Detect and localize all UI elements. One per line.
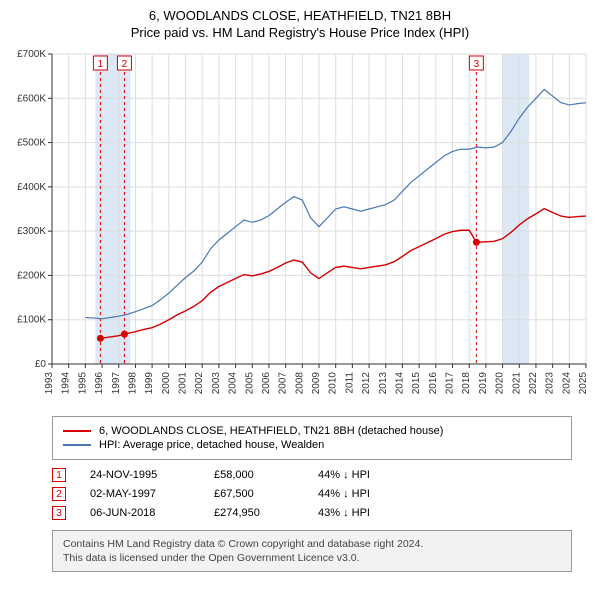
svg-text:£100K: £100K bbox=[17, 315, 46, 326]
svg-text:2015: 2015 bbox=[411, 372, 422, 395]
svg-text:2007: 2007 bbox=[278, 372, 289, 395]
svg-text:1993: 1993 bbox=[44, 372, 55, 395]
event-row: 3 06-JUN-2018 £274,950 43% ↓ HPI bbox=[52, 506, 572, 520]
event-diff: 43% ↓ HPI bbox=[318, 507, 370, 519]
svg-text:2004: 2004 bbox=[228, 372, 239, 395]
legend-swatch bbox=[63, 430, 91, 432]
svg-text:2010: 2010 bbox=[328, 372, 339, 395]
legend-label: HPI: Average price, detached house, Weal… bbox=[99, 439, 324, 451]
event-price: £58,000 bbox=[214, 469, 294, 481]
svg-text:2002: 2002 bbox=[194, 372, 205, 395]
svg-text:1999: 1999 bbox=[144, 372, 155, 395]
event-diff: 44% ↓ HPI bbox=[318, 469, 370, 481]
svg-text:2008: 2008 bbox=[294, 372, 305, 395]
svg-text:2023: 2023 bbox=[545, 372, 556, 395]
svg-text:2011: 2011 bbox=[344, 372, 355, 394]
svg-text:2020: 2020 bbox=[495, 372, 506, 395]
svg-text:3: 3 bbox=[474, 59, 480, 70]
svg-text:2025: 2025 bbox=[578, 372, 589, 395]
svg-text:2012: 2012 bbox=[361, 372, 372, 395]
svg-text:1997: 1997 bbox=[111, 372, 122, 395]
svg-text:1: 1 bbox=[98, 59, 104, 70]
footer-line-2: This data is licensed under the Open Gov… bbox=[63, 551, 561, 565]
svg-text:2005: 2005 bbox=[244, 372, 255, 395]
chart-area: £0 £100K £200K £300K £400K £500K £600K £700K 199… bbox=[10, 48, 590, 408]
svg-text:£700K: £700K bbox=[17, 49, 46, 60]
svg-text:2016: 2016 bbox=[428, 372, 439, 395]
chart-svg: £0 £100K £200K £300K £400K £500K £600K £700K 199… bbox=[10, 48, 590, 408]
svg-text:2: 2 bbox=[122, 59, 128, 70]
svg-text:2006: 2006 bbox=[261, 372, 272, 395]
event-date: 24-NOV-1995 bbox=[90, 469, 190, 481]
svg-text:2001: 2001 bbox=[178, 372, 189, 395]
events-list: 1 24-NOV-1995 £58,000 44% ↓ HPI 2 02-MAY-1997… bbox=[52, 468, 572, 520]
event-marker: 1 bbox=[52, 468, 66, 482]
svg-text:1995: 1995 bbox=[77, 372, 88, 395]
svg-text:£300K: £300K bbox=[17, 226, 46, 237]
svg-text:1996: 1996 bbox=[94, 372, 105, 395]
svg-text:£600K: £600K bbox=[17, 93, 46, 104]
svg-text:1994: 1994 bbox=[61, 372, 72, 395]
legend-row: HPI: Average price, detached house, Weal… bbox=[63, 439, 561, 451]
svg-text:2024: 2024 bbox=[561, 372, 572, 395]
chart-container: 6, WOODLANDS CLOSE, HEATHFIELD, TN21 8BH… bbox=[0, 0, 600, 582]
event-marker: 3 bbox=[52, 506, 66, 520]
event-row: 2 02-MAY-1997 £67,500 44% ↓ HPI bbox=[52, 487, 572, 501]
legend-box: 6, WOODLANDS CLOSE, HEATHFIELD, TN21 8BH… bbox=[52, 416, 572, 460]
svg-text:2022: 2022 bbox=[528, 372, 539, 395]
event-marker: 2 bbox=[52, 487, 66, 501]
svg-text:£0: £0 bbox=[35, 359, 47, 370]
svg-text:2013: 2013 bbox=[378, 372, 389, 395]
footer-attribution: Contains HM Land Registry data © Crown c… bbox=[52, 530, 572, 572]
svg-text:1998: 1998 bbox=[127, 372, 138, 395]
legend-swatch bbox=[63, 444, 91, 446]
svg-text:2017: 2017 bbox=[445, 372, 456, 395]
event-date: 06-JUN-2018 bbox=[90, 507, 190, 519]
chart-subtitle: Price paid vs. HM Land Registry's House … bbox=[10, 25, 590, 40]
event-row: 1 24-NOV-1995 £58,000 44% ↓ HPI bbox=[52, 468, 572, 482]
svg-text:2000: 2000 bbox=[161, 372, 172, 395]
event-date: 02-MAY-1997 bbox=[90, 488, 190, 500]
svg-text:2021: 2021 bbox=[511, 372, 522, 395]
footer-line-1: Contains HM Land Registry data © Crown c… bbox=[63, 537, 561, 551]
event-price: £67,500 bbox=[214, 488, 294, 500]
svg-text:2009: 2009 bbox=[311, 372, 322, 395]
legend-row: 6, WOODLANDS CLOSE, HEATHFIELD, TN21 8BH… bbox=[63, 425, 561, 437]
svg-text:£400K: £400K bbox=[17, 182, 46, 193]
svg-text:2019: 2019 bbox=[478, 372, 489, 395]
event-price: £274,950 bbox=[214, 507, 294, 519]
svg-text:2018: 2018 bbox=[461, 372, 472, 395]
svg-text:2003: 2003 bbox=[211, 372, 222, 395]
legend-label: 6, WOODLANDS CLOSE, HEATHFIELD, TN21 8BH… bbox=[99, 425, 443, 437]
svg-text:2014: 2014 bbox=[394, 372, 405, 395]
svg-text:£500K: £500K bbox=[17, 138, 46, 149]
event-diff: 44% ↓ HPI bbox=[318, 488, 370, 500]
chart-title: 6, WOODLANDS CLOSE, HEATHFIELD, TN21 8BH bbox=[10, 8, 590, 23]
svg-text:£200K: £200K bbox=[17, 270, 46, 281]
